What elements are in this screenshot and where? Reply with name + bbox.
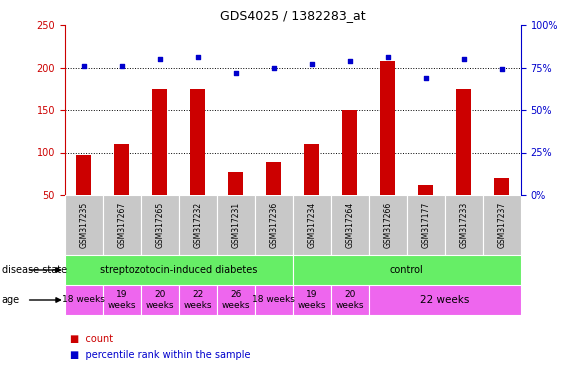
Title: GDS4025 / 1382283_at: GDS4025 / 1382283_at [220,10,365,22]
Text: GSM317267: GSM317267 [117,202,126,248]
Bar [65,285,103,315]
Bar [369,285,521,315]
Bar [293,195,331,255]
Bar [266,162,282,195]
Point [231,70,240,76]
Text: disease state: disease state [2,265,67,275]
Point [383,54,392,60]
Point [307,61,316,67]
Bar [254,195,293,255]
Text: 22
weeks: 22 weeks [184,290,212,310]
Bar [103,285,141,315]
Text: ■  count: ■ count [70,334,114,344]
Text: control: control [390,265,423,275]
Bar [380,61,395,195]
Text: GSM317233: GSM317233 [459,202,468,248]
Point [117,63,126,69]
Point [193,54,202,60]
Bar [293,255,521,285]
Bar [445,195,483,255]
Text: GSM317231: GSM317231 [231,202,240,248]
Bar [331,195,369,255]
Text: 22 weeks: 22 weeks [420,295,470,305]
Point [155,56,164,62]
Bar [228,172,243,195]
Bar [65,255,293,285]
Bar [369,195,406,255]
Text: 26
weeks: 26 weeks [221,290,250,310]
Bar [114,144,129,195]
Text: 19
weeks: 19 weeks [108,290,136,310]
Point [269,65,278,71]
Text: streptozotocin-induced diabetes: streptozotocin-induced diabetes [100,265,257,275]
Bar [407,195,445,255]
Bar [331,285,369,315]
Point [345,58,354,64]
Bar [179,285,217,315]
Bar [190,89,205,195]
Text: 20
weeks: 20 weeks [336,290,364,310]
Bar [483,195,521,255]
Bar [179,195,217,255]
Text: 20
weeks: 20 weeks [145,290,174,310]
Text: GSM317232: GSM317232 [193,202,202,248]
Text: GSM317235: GSM317235 [79,202,88,248]
Text: GSM317264: GSM317264 [345,202,354,248]
Bar [342,110,358,195]
Text: GSM317177: GSM317177 [421,202,430,248]
Text: 19
weeks: 19 weeks [297,290,326,310]
Text: GSM317266: GSM317266 [383,202,392,248]
Text: age: age [2,295,20,305]
Point [497,66,506,72]
Bar [103,195,141,255]
Text: 18 weeks: 18 weeks [62,296,105,305]
Bar [141,285,179,315]
Text: GSM317236: GSM317236 [269,202,278,248]
Bar [217,285,254,315]
Bar [141,195,179,255]
Point [459,56,468,62]
Text: GSM317237: GSM317237 [497,202,506,248]
Bar [418,185,434,195]
Bar [65,195,103,255]
Bar [76,155,91,195]
Text: ■  percentile rank within the sample: ■ percentile rank within the sample [70,349,251,359]
Text: GSM317265: GSM317265 [155,202,164,248]
Text: 18 weeks: 18 weeks [252,296,295,305]
Bar [304,144,319,195]
Bar [293,285,331,315]
Point [421,74,430,81]
Point [79,63,88,69]
Bar [494,178,510,195]
Bar [152,89,167,195]
Text: GSM317234: GSM317234 [307,202,316,248]
Bar [217,195,254,255]
Bar [254,285,293,315]
Bar [456,89,471,195]
